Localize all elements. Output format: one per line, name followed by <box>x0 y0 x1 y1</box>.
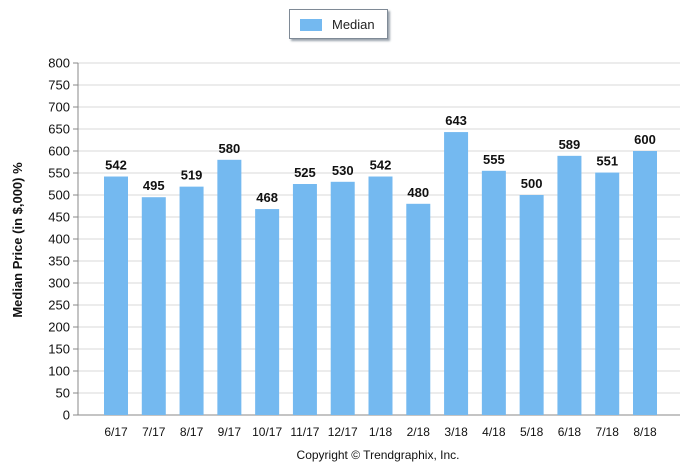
y-tick-label: 50 <box>56 386 70 401</box>
y-tick-label: 300 <box>48 276 70 291</box>
y-tick-label: 750 <box>48 78 70 93</box>
bars <box>104 132 657 415</box>
x-tick-label: 6/18 <box>558 425 582 439</box>
x-tick-label: 4/18 <box>482 425 506 439</box>
x-tick-label: 12/17 <box>328 425 358 439</box>
x-tick-label: 7/17 <box>142 425 166 439</box>
x-tick-label: 11/17 <box>290 425 319 439</box>
x-tick-label: 8/17 <box>180 425 204 439</box>
y-axis-title: Median Price (in $,000) % <box>10 162 25 318</box>
y-tick-label: 550 <box>48 166 70 181</box>
y-tick-label: 150 <box>48 342 70 357</box>
bar-value-label: 589 <box>559 137 581 152</box>
bar-value-label: 525 <box>294 165 316 180</box>
legend-label-median: Median <box>332 17 375 32</box>
x-tick-label: 2/18 <box>407 425 431 439</box>
bar <box>292 184 317 415</box>
bar <box>406 203 431 415</box>
data-labels: 542 495 519 580 468 525 530 542 480 643 555 500 589 5… <box>105 113 656 205</box>
x-tick-label: 1/18 <box>369 425 393 439</box>
bar <box>557 155 582 415</box>
axes: 0 50 100 150 200 250 300 350 400 450 500 550 600 650 7… <box>48 56 680 439</box>
bar-value-label: 480 <box>407 185 429 200</box>
bar <box>595 172 620 415</box>
bar-value-label: 468 <box>256 190 278 205</box>
y-tick-label: 700 <box>48 100 70 115</box>
legend: Median <box>289 9 388 39</box>
bar <box>633 151 657 415</box>
bar <box>330 181 355 415</box>
bar <box>255 209 280 415</box>
bar <box>104 176 128 415</box>
bar <box>444 132 469 415</box>
y-tick-label: 100 <box>48 364 70 379</box>
x-tick-label: 9/17 <box>218 425 242 439</box>
bar <box>481 170 506 415</box>
y-tick-label: 350 <box>48 254 70 269</box>
legend-swatch <box>300 19 322 31</box>
y-tick-label: 500 <box>48 188 70 203</box>
bar-value-label: 542 <box>105 158 127 173</box>
bar-value-label: 530 <box>332 163 354 178</box>
bar-value-label: 600 <box>634 132 656 147</box>
bar-value-label: 643 <box>445 113 467 128</box>
bar-value-label: 500 <box>521 176 543 191</box>
y-tick-label: 450 <box>48 210 70 225</box>
bar-value-label: 555 <box>483 152 505 167</box>
y-tick-label: 200 <box>48 320 70 335</box>
bar-value-label: 495 <box>143 178 165 193</box>
x-tick-label: 3/18 <box>444 425 468 439</box>
bar-value-label: 519 <box>181 168 203 183</box>
y-tick-label: 250 <box>48 298 70 313</box>
bar <box>141 197 166 415</box>
bar <box>519 195 544 415</box>
y-tick-label: 600 <box>48 144 70 159</box>
y-tick-label: 800 <box>48 56 70 71</box>
x-tick-label: 10/17 <box>252 425 282 439</box>
x-tick-label: 6/17 <box>104 425 128 439</box>
y-tick-label: 650 <box>48 122 70 137</box>
bar <box>217 159 242 415</box>
x-tick-label: 7/18 <box>596 425 620 439</box>
bar <box>368 176 393 415</box>
copyright-footer: Copyright © Trendgraphix, Inc. <box>297 448 460 462</box>
x-tick-label: 5/18 <box>520 425 544 439</box>
y-tick-label: 0 <box>63 408 70 423</box>
bar-value-label: 542 <box>370 158 392 173</box>
bar-value-label: 551 <box>596 154 618 169</box>
y-tick-label: 400 <box>48 232 70 247</box>
x-tick-label: 8/18 <box>633 425 657 439</box>
bar <box>179 186 204 415</box>
bar-value-label: 580 <box>219 141 241 156</box>
